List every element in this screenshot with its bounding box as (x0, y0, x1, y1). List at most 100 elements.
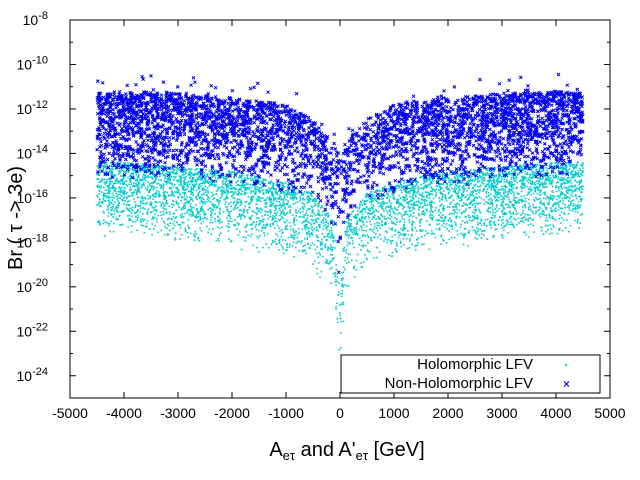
data-point (570, 182, 573, 184)
data-point (281, 211, 283, 213)
data-point (230, 188, 233, 190)
data-point (539, 201, 542, 204)
data-point (512, 224, 515, 227)
data-point (305, 220, 308, 222)
data-point (400, 189, 402, 191)
data-point (167, 194, 170, 197)
data-point (205, 169, 207, 171)
data-point (390, 220, 393, 223)
data-point (313, 200, 315, 203)
data-point (459, 216, 461, 219)
data-point (553, 167, 555, 170)
data-point (464, 216, 467, 218)
data-point (548, 202, 550, 204)
data-point (211, 208, 213, 211)
data-point (532, 171, 534, 173)
data-point (381, 187, 384, 189)
data-point (317, 230, 320, 232)
data-point (349, 237, 352, 239)
data-point (538, 214, 541, 216)
data-point (275, 204, 278, 207)
data-point (495, 184, 497, 186)
data-point (304, 238, 306, 240)
data-point (192, 200, 194, 202)
data-point (130, 183, 133, 185)
data-point (325, 220, 328, 223)
data-point (551, 172, 553, 175)
data-point (512, 199, 515, 201)
data-point (222, 183, 224, 186)
data-point (327, 246, 329, 249)
data-point (176, 221, 178, 223)
data-point (568, 207, 571, 209)
data-point (420, 198, 423, 201)
data-point (239, 174, 241, 177)
data-point (581, 171, 584, 174)
data-point (258, 186, 260, 189)
data-point (128, 217, 131, 220)
data-point (457, 193, 459, 195)
data-point (375, 233, 377, 235)
data-point (162, 202, 165, 205)
data-point (423, 200, 426, 203)
data-point (479, 175, 481, 177)
data-point (368, 217, 371, 219)
data-point (498, 196, 500, 199)
data-point (374, 197, 376, 199)
data-point (356, 220, 359, 222)
data-point (432, 189, 434, 191)
data-point (369, 251, 371, 253)
data-point (232, 187, 234, 189)
data-point (442, 207, 444, 209)
data-point (541, 230, 543, 232)
data-point (453, 190, 456, 193)
data-point (201, 197, 203, 199)
data-point (245, 192, 248, 194)
data-point (163, 195, 165, 197)
data-point (154, 201, 157, 203)
data-point (311, 206, 313, 209)
data-point (140, 165, 143, 168)
data-point (254, 184, 256, 187)
data-point (186, 211, 189, 214)
data-point (257, 196, 260, 198)
data-point (568, 197, 571, 199)
data-point (281, 182, 283, 184)
data-point (213, 206, 215, 209)
data-point (545, 214, 548, 216)
data-point (530, 210, 533, 212)
data-point (414, 191, 416, 194)
data-point (153, 175, 155, 177)
data-point (524, 218, 527, 221)
data-point (278, 249, 281, 251)
data-point (255, 207, 258, 210)
data-point (147, 208, 150, 211)
data-point (280, 199, 283, 201)
data-point (203, 172, 206, 174)
data-point (510, 166, 512, 169)
data-point (402, 214, 405, 216)
data-point (550, 197, 552, 199)
data-point (187, 181, 190, 183)
data-point (408, 190, 410, 193)
data-point (404, 234, 406, 236)
data-point (201, 208, 204, 210)
data-point (226, 176, 229, 178)
data-point (219, 200, 221, 202)
data-point (142, 207, 145, 209)
data-point (398, 202, 400, 204)
data-point (360, 225, 362, 227)
data-point (227, 225, 230, 228)
data-point (574, 174, 577, 176)
data-point (326, 228, 328, 231)
data-point (508, 217, 510, 220)
data-point (326, 259, 329, 262)
data-point (476, 197, 478, 199)
data-point (192, 174, 195, 176)
data-point (485, 185, 487, 188)
data-point (568, 230, 570, 233)
data-point (345, 251, 347, 254)
data-point (161, 217, 163, 220)
data-point (473, 190, 475, 192)
data-point (440, 243, 442, 245)
